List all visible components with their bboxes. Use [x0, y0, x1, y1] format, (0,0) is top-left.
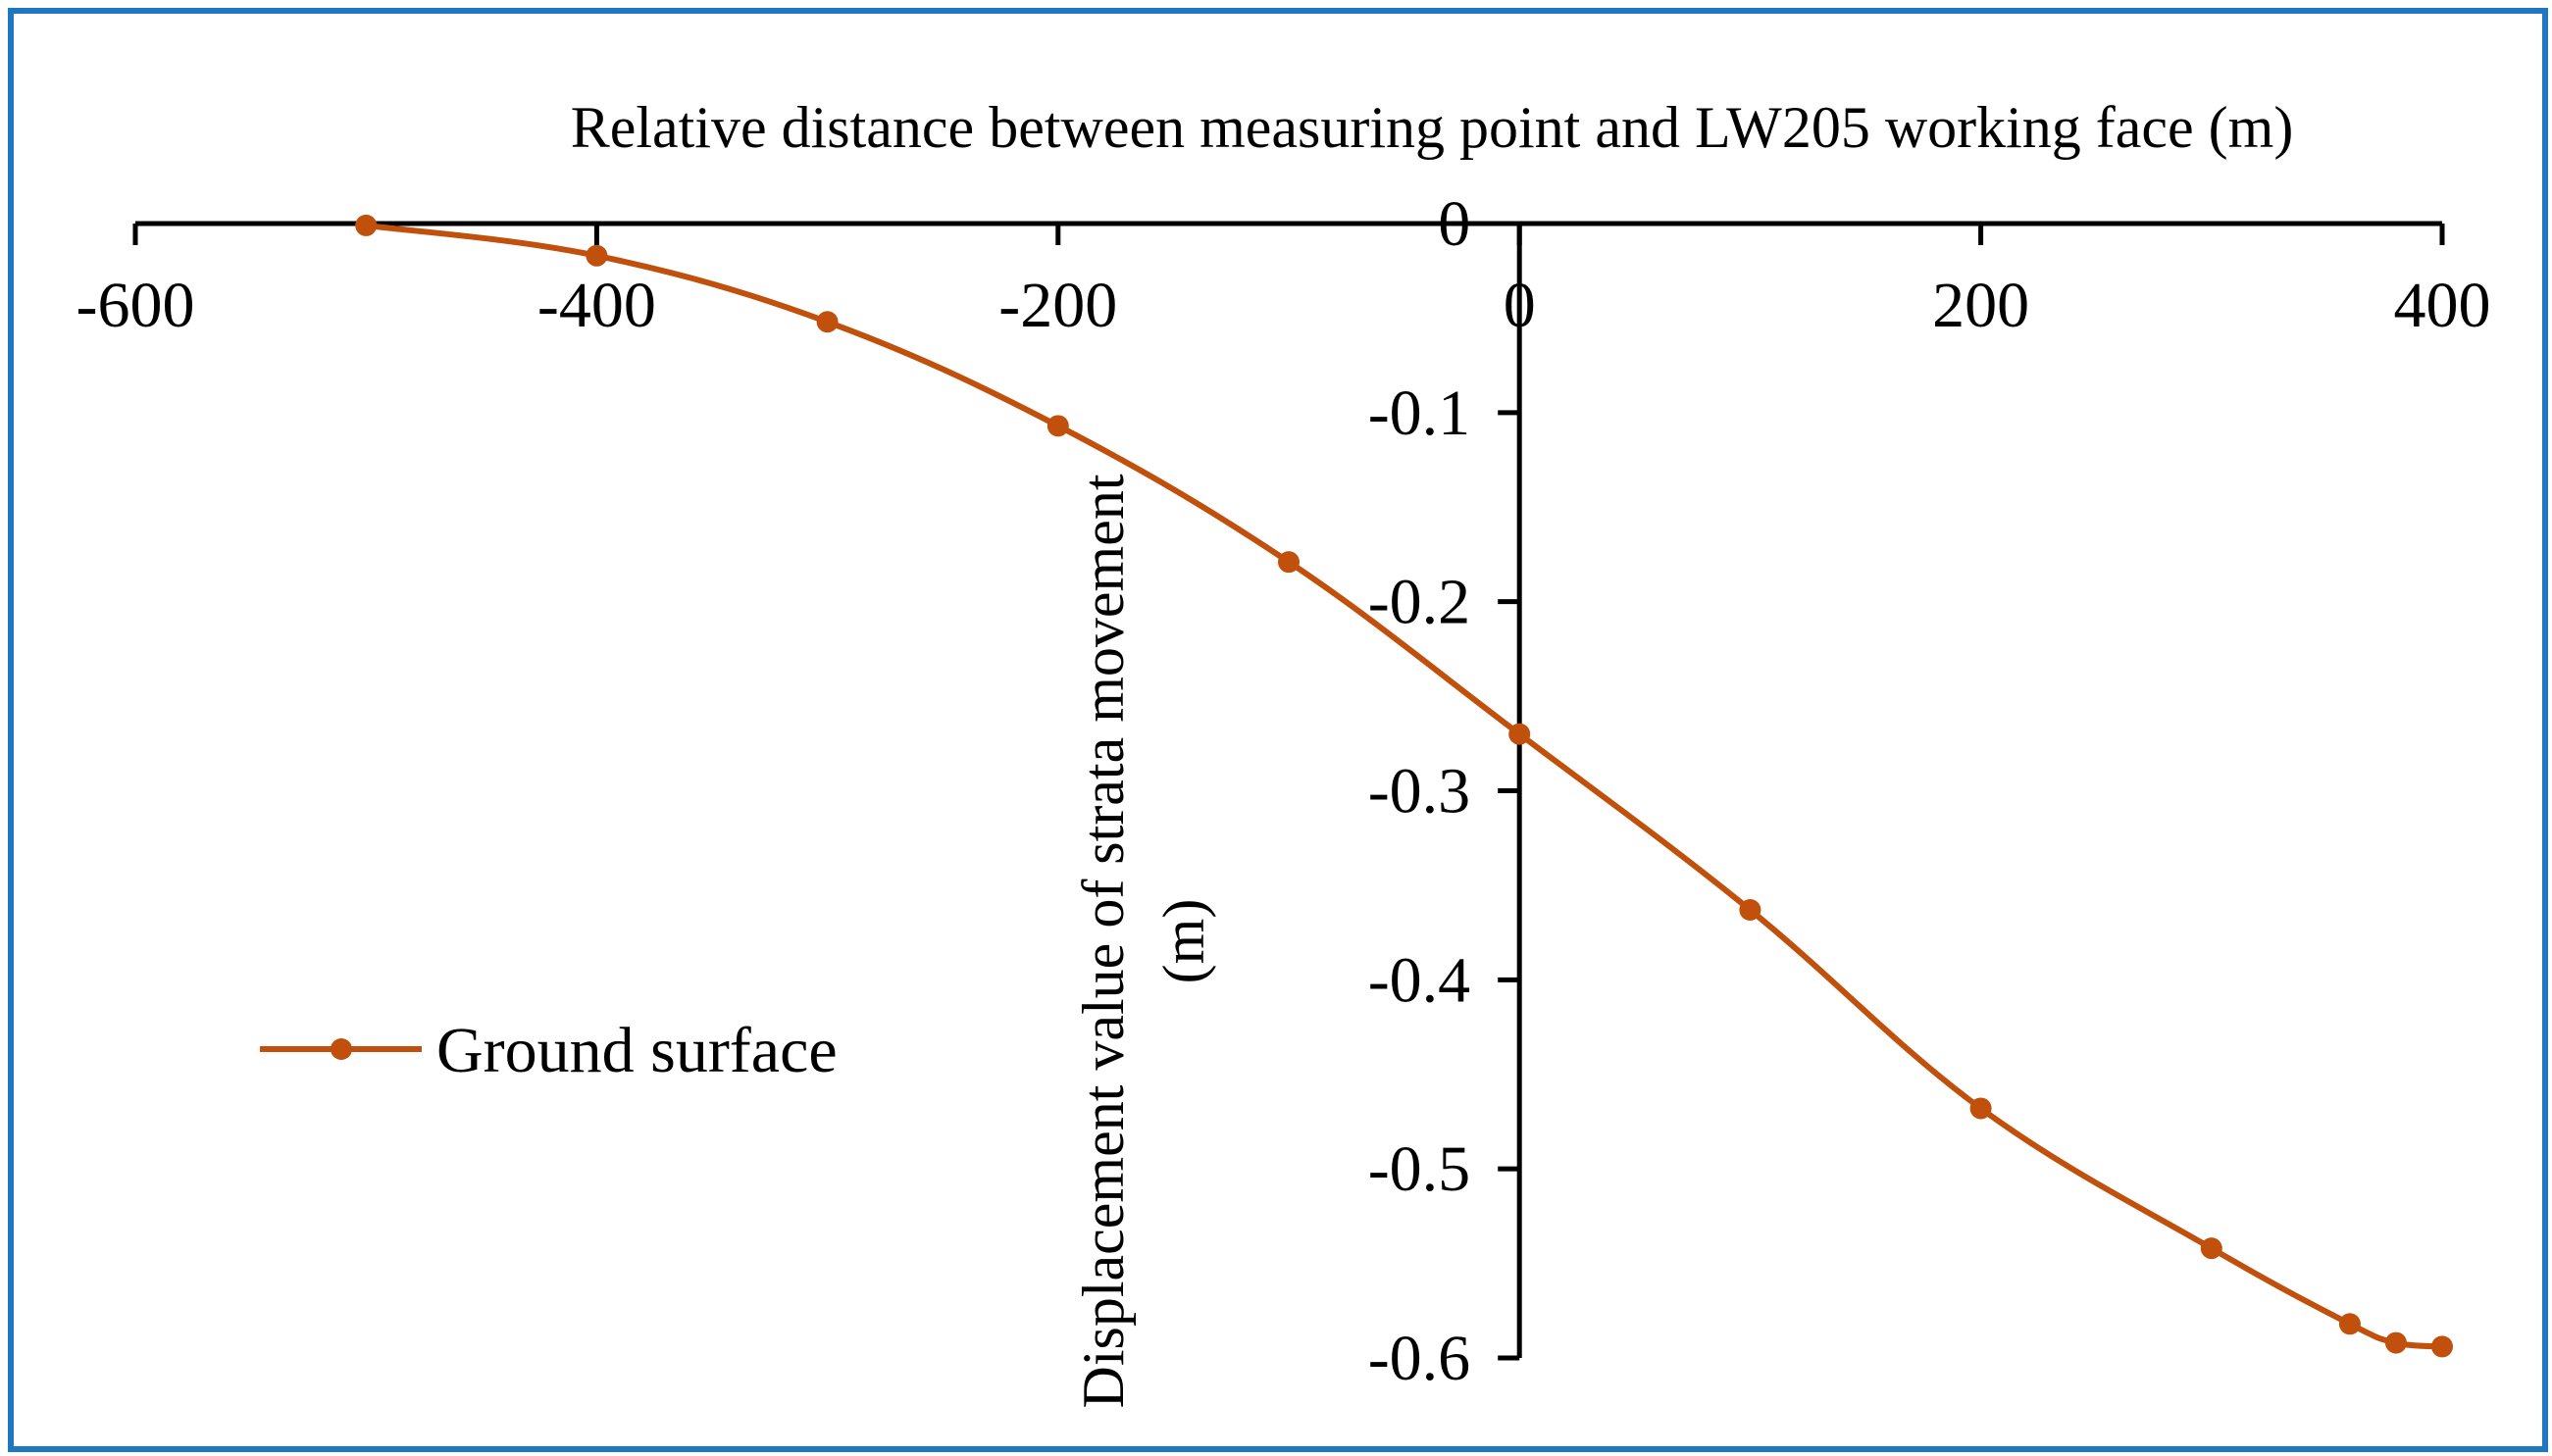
y-tick-label: -0.6	[1368, 1323, 1470, 1394]
data-point	[816, 311, 839, 333]
data-point	[2200, 1237, 2222, 1260]
data-point	[2384, 1331, 2407, 1354]
data-point	[1969, 1097, 1992, 1120]
x-tick-label: -600	[77, 270, 195, 341]
data-point	[586, 244, 608, 267]
series-layer	[355, 214, 2453, 1358]
y-tick-label: -0.1	[1368, 377, 1470, 449]
y-tick-label: -0.2	[1368, 567, 1470, 638]
y-tick-label: 0	[1438, 188, 1470, 260]
x-axis-title: Relative distance between measuring poin…	[571, 95, 2294, 160]
data-point	[1739, 898, 1761, 921]
y-tick-label: -0.4	[1368, 944, 1470, 1016]
data-point	[1046, 415, 1069, 437]
x-tick-label: 200	[1932, 270, 2029, 341]
legend-swatch-marker	[331, 1038, 352, 1060]
data-point	[2338, 1313, 2361, 1335]
y-axis-title-line-2: (m)	[1151, 899, 1216, 984]
data-point	[1508, 723, 1531, 745]
data-point	[2431, 1335, 2453, 1358]
legend: Ground surface	[260, 1015, 838, 1086]
chart-frame	[8, 8, 2548, 1452]
y-tick-label: -0.3	[1368, 756, 1470, 828]
y-axis-title: Displacement value of strata movement (m…	[1071, 474, 1216, 1408]
x-tick-label: -400	[537, 270, 656, 341]
data-point	[1278, 551, 1300, 574]
x-tick-label: -200	[998, 270, 1117, 341]
x-tick-label: 400	[2394, 270, 2491, 341]
y-axis-title-line-1: Displacement value of strata movement	[1071, 474, 1136, 1408]
y-tick-label: -0.5	[1368, 1133, 1470, 1205]
legend-label-ground-surface: Ground surface	[436, 1015, 838, 1086]
data-point	[355, 214, 378, 236]
axes: -600-400-20002004000-0.1-0.2-0.3-0.4-0.5…	[77, 188, 2491, 1394]
